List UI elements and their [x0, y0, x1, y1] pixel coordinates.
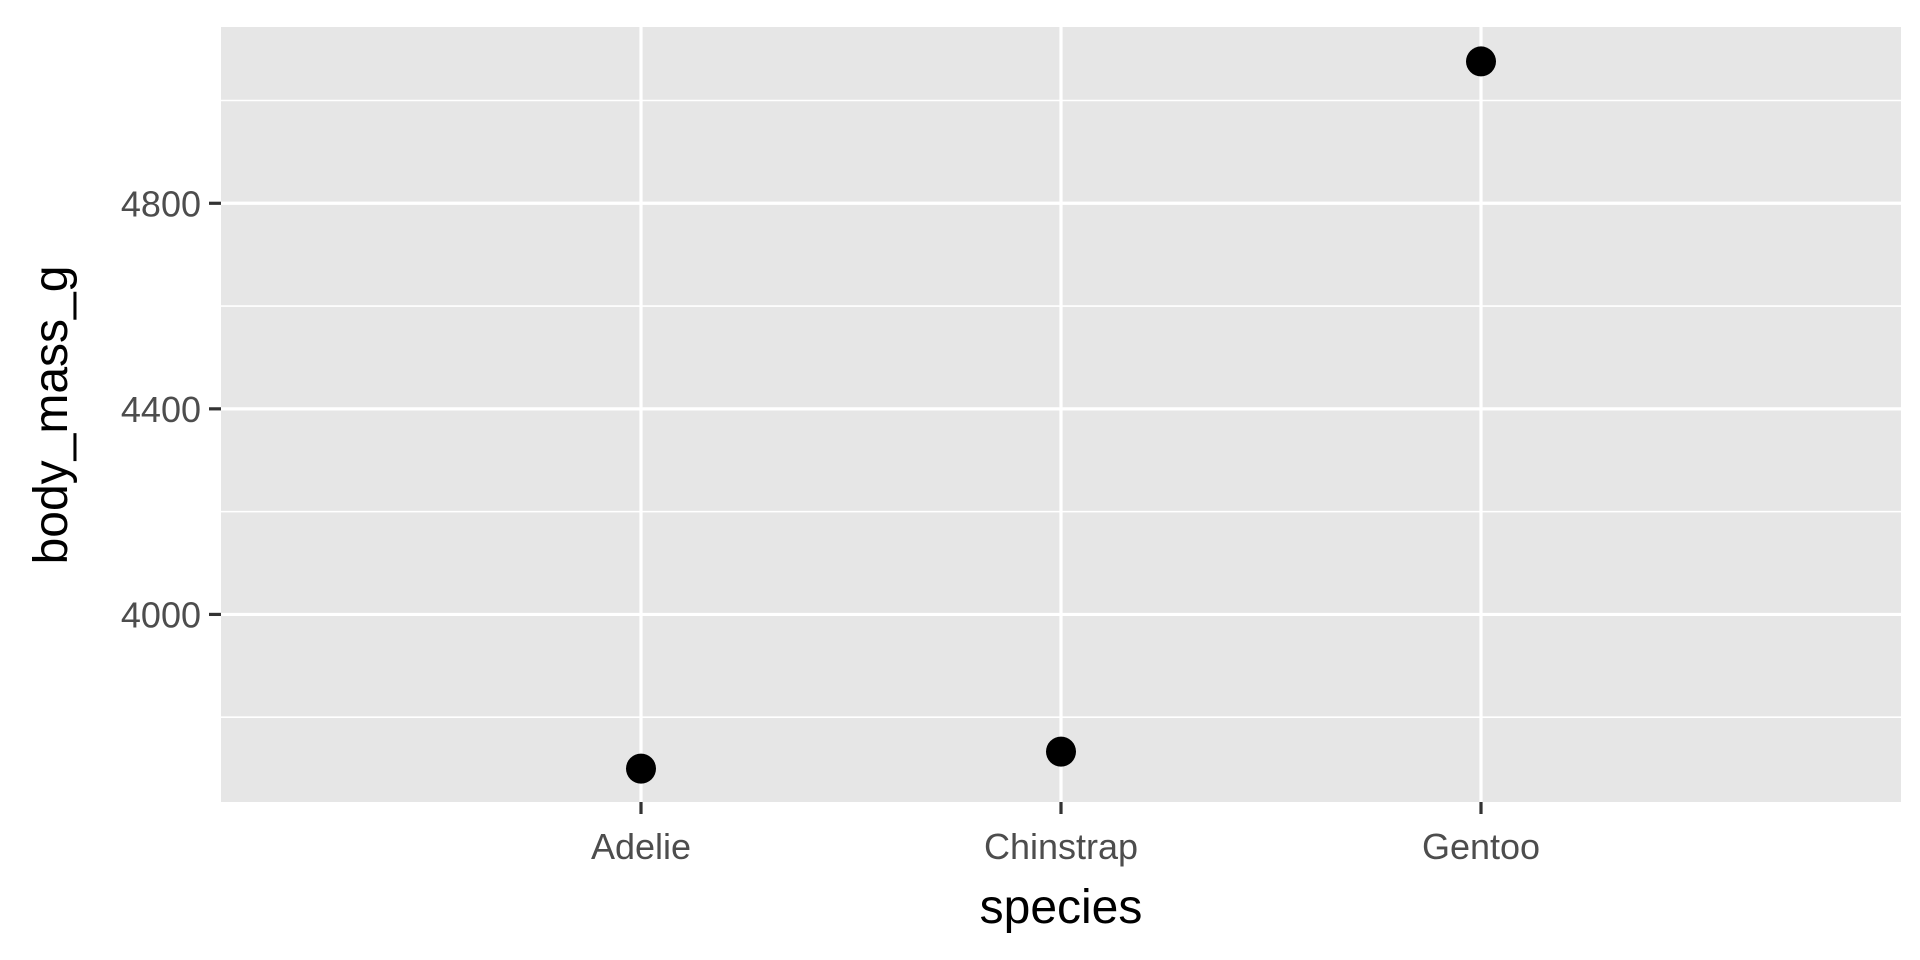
- x-tick-label: Chinstrap: [984, 826, 1138, 867]
- major-gridlines: [221, 27, 1901, 802]
- y-tick-label: 4400: [121, 389, 201, 430]
- x-tick-label: Gentoo: [1422, 826, 1540, 867]
- data-point-chinstrap: [1046, 736, 1076, 767]
- data-points: [626, 46, 1496, 784]
- x-axis-title: species: [980, 881, 1143, 934]
- data-point-adelie: [626, 753, 656, 784]
- y-axis: 4000 4400 4800: [121, 183, 221, 635]
- x-tick-label: Adelie: [591, 826, 691, 867]
- x-axis: Adelie Chinstrap Gentoo: [591, 802, 1540, 867]
- y-tick-label: 4000: [121, 594, 201, 635]
- y-tick-label: 4800: [121, 183, 201, 224]
- data-point-gentoo: [1466, 46, 1496, 77]
- y-axis-title: body_mass_g: [25, 266, 78, 565]
